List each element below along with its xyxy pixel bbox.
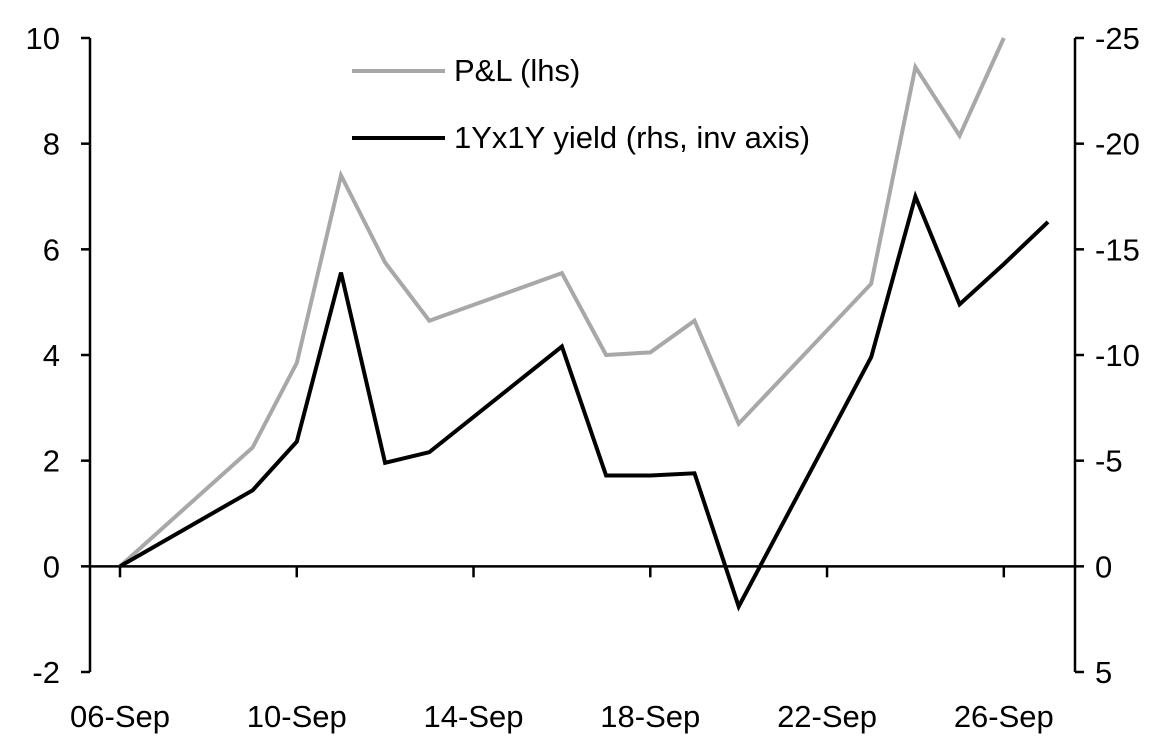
x-axis-tick-label: 06-Sep	[70, 699, 170, 734]
legend: P&L (lhs) 1Yx1Y yield (rhs, inv axis)	[352, 52, 810, 186]
right-axis-tick-label: -5	[1095, 444, 1123, 479]
legend-label-pnl: P&L (lhs)	[454, 53, 581, 88]
right-axis-tick-label: -25	[1095, 21, 1140, 56]
left-axis-tick-label: 0	[43, 549, 60, 584]
legend-label-yield: 1Yx1Y yield (rhs, inv axis)	[454, 120, 811, 155]
x-axis-tick-label: 26-Sep	[954, 699, 1054, 734]
left-axis-tick-label: 10	[26, 21, 60, 56]
yield-line	[119, 190, 1050, 612]
right-axis-tick-label: -15	[1095, 232, 1140, 267]
x-axis-tick-label: 22-Sep	[777, 699, 877, 734]
right-axis-tick-label: 5	[1095, 655, 1112, 690]
left-axis-tick-label: 4	[43, 338, 60, 373]
legend-item-pnl: P&L (lhs)	[352, 52, 810, 90]
x-axis-tick-label: 10-Sep	[247, 699, 347, 734]
legend-item-yield: 1Yx1Y yield (rhs, inv axis)	[352, 119, 810, 157]
left-axis-tick-label: 8	[43, 127, 60, 162]
left-axis-tick-label: 2	[43, 444, 60, 479]
yield-line-swatch	[352, 136, 445, 140]
right-axis-tick-label: -10	[1095, 338, 1140, 373]
left-axis-tick-label: -2	[32, 655, 60, 690]
right-axis-tick-label: -20	[1095, 127, 1140, 162]
pnl-line	[118, 37, 1006, 568]
x-axis-tick-label: 14-Sep	[424, 699, 524, 734]
left-axis-tick-label: 6	[43, 232, 60, 267]
x-axis-tick-label: 18-Sep	[600, 699, 700, 734]
pnl-line-swatch	[352, 69, 445, 73]
right-axis-tick-label: 0	[1095, 549, 1112, 584]
